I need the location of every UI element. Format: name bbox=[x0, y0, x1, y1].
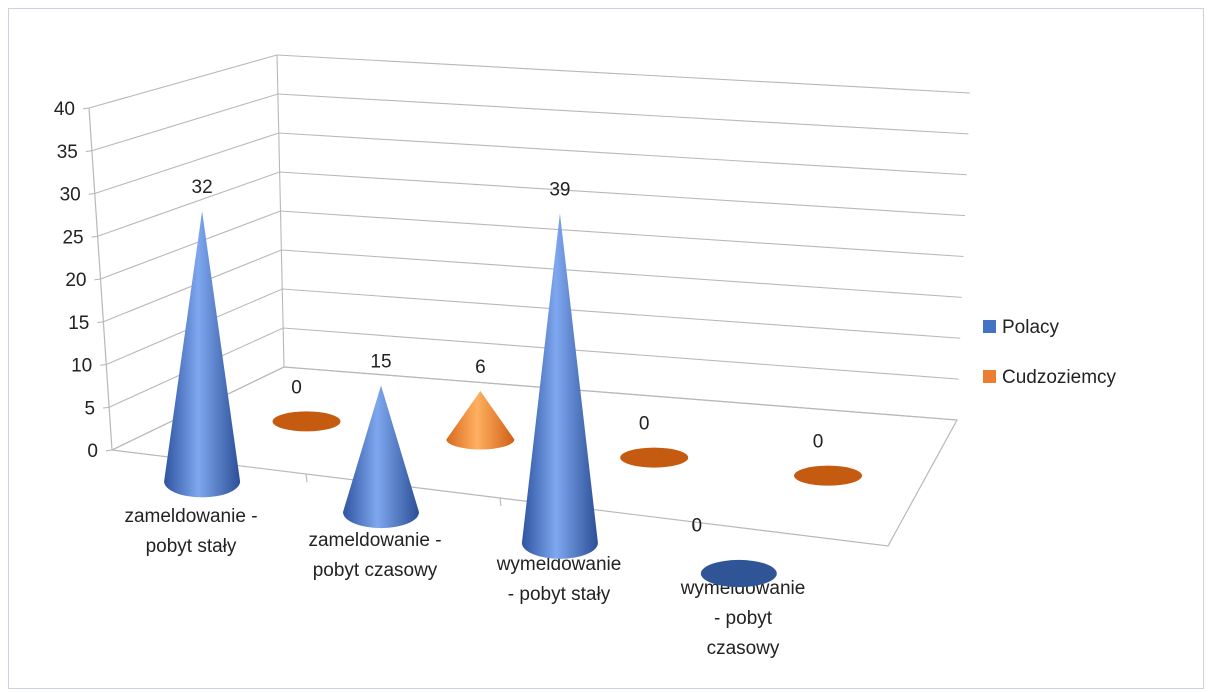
y-tick-label: 0 bbox=[87, 441, 98, 462]
gridline bbox=[97, 171, 966, 237]
data-label: 0 bbox=[639, 414, 650, 435]
y-tick-mark bbox=[85, 150, 92, 153]
cone-polacy-3 bbox=[521, 213, 598, 559]
cone-polacy-1 bbox=[164, 211, 241, 498]
y-tick-mark bbox=[105, 449, 113, 452]
y-tick-label: 40 bbox=[54, 99, 75, 120]
cone-cudzoziemcy-4 bbox=[794, 465, 863, 486]
y-tick-mark bbox=[97, 321, 104, 324]
cone-cudzoziemcy-1 bbox=[272, 411, 341, 432]
legend-swatch-1 bbox=[983, 320, 996, 333]
data-label: 0 bbox=[291, 377, 302, 398]
y-tick-label: 15 bbox=[68, 313, 89, 334]
y-tick-mark bbox=[91, 235, 98, 238]
y-tick-mark bbox=[82, 107, 90, 110]
y-tick-mark bbox=[88, 192, 95, 195]
y-tick-label: 5 bbox=[85, 398, 96, 419]
x-tick-label: zameldowanie -pobyt czasowy bbox=[308, 530, 441, 581]
y-tick-label: 30 bbox=[60, 185, 81, 206]
gridline bbox=[106, 288, 961, 366]
y-tick-label: 35 bbox=[57, 142, 78, 163]
y-tick-label: 10 bbox=[71, 356, 92, 377]
x-tick-label: wymeldowanie - pobyt stały bbox=[496, 554, 622, 605]
y-tick-mark bbox=[94, 278, 101, 281]
legend-label-1: Polacy bbox=[1002, 317, 1060, 338]
cone-polacy-4 bbox=[700, 559, 777, 588]
gridline bbox=[91, 93, 969, 152]
data-label: 39 bbox=[549, 179, 570, 200]
data-label: 6 bbox=[475, 357, 486, 378]
legend-swatch-2 bbox=[983, 370, 996, 383]
cone-polacy-2 bbox=[343, 385, 420, 529]
data-label: 15 bbox=[370, 351, 391, 372]
legend-label-2: Cudzoziemcy bbox=[1002, 367, 1117, 388]
gridline bbox=[100, 210, 964, 280]
x-tick-mark bbox=[305, 473, 308, 483]
x-tick-label: wymeldowanie - pobyt czasowy bbox=[680, 578, 806, 659]
gridline bbox=[88, 54, 971, 109]
data-label: 32 bbox=[192, 177, 213, 198]
cone-cudzoziemcy-3 bbox=[620, 447, 689, 468]
data-label: 0 bbox=[692, 516, 703, 537]
gridline bbox=[94, 132, 967, 195]
legend: Polacy Cudzoziemcy bbox=[983, 317, 1117, 388]
x-tick-mark bbox=[499, 497, 502, 507]
cone-cudzoziemcy-2 bbox=[446, 390, 515, 450]
data-label: 0 bbox=[813, 432, 824, 453]
y-tick-label: 25 bbox=[62, 227, 83, 248]
y-tick-mark bbox=[100, 363, 107, 366]
x-tick-label: zameldowanie -pobyt stały bbox=[124, 506, 257, 557]
x-tick-mark bbox=[693, 521, 696, 531]
y-tick-label: 20 bbox=[65, 270, 86, 291]
y-tick-mark bbox=[103, 406, 110, 409]
back-wall-edge bbox=[276, 54, 285, 368]
